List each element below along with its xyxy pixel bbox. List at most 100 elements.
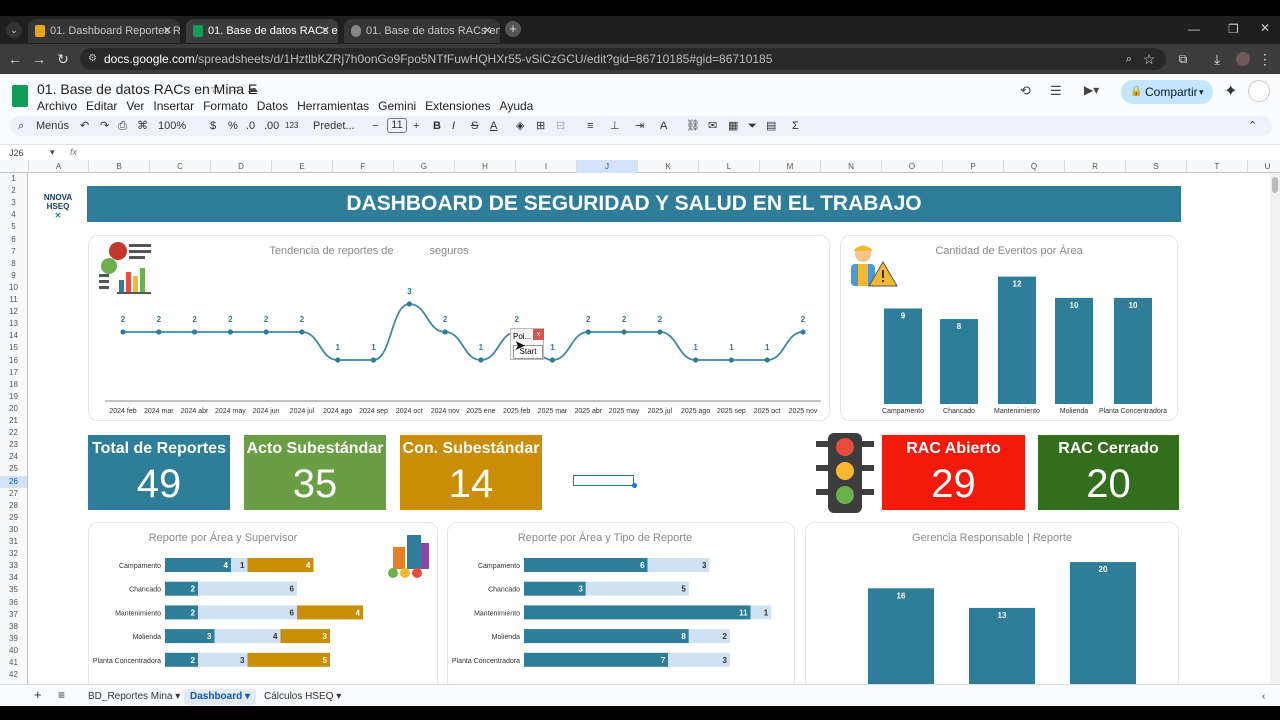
trend-chart-card[interactable]: Tendencia de reportes de seguros 2 2024 fe… <box>88 235 830 421</box>
forward-icon[interactable]: → <box>32 51 46 67</box>
row-header-24[interactable]: 24 <box>9 452 18 462</box>
functions-icon[interactable]: Σ <box>792 120 799 132</box>
chevron-down-icon[interactable]: ▾ <box>1199 87 1204 97</box>
area-supervisor-plot[interactable]: Campamento 4 1 4 Chancado 2 6 Mantenimiento 2 6 4 M… <box>89 523 439 693</box>
row-header-19[interactable]: 19 <box>9 391 18 401</box>
row-header-7[interactable]: 7 <box>11 246 16 256</box>
row-header-26[interactable]: 26 <box>0 475 27 488</box>
new-tab-button[interactable]: + <box>505 21 521 37</box>
italic-icon[interactable]: I <box>452 120 456 132</box>
sheet-grid[interactable]: NNOVA HSEQ ✕ DASHBOARD DE SEGURIDAD Y SA… <box>28 173 1270 693</box>
menu-ayuda[interactable]: Ayuda <box>499 99 534 113</box>
text-color-icon[interactable]: A <box>490 120 498 132</box>
menu-datos[interactable]: Datos <box>256 99 289 113</box>
row-header-13[interactable]: 13 <box>9 319 18 329</box>
menu-extensiones[interactable]: Extensiones <box>425 99 491 113</box>
menu-ver[interactable]: Ver <box>126 99 145 113</box>
resize-handle[interactable] <box>632 483 637 488</box>
row-header-33[interactable]: 33 <box>9 561 18 571</box>
chart-icon[interactable]: ▦ <box>728 120 739 132</box>
fill-color-icon[interactable]: ◈ <box>516 120 525 132</box>
column-header-F[interactable]: F <box>332 160 393 173</box>
column-header-R[interactable]: R <box>1064 160 1125 173</box>
events-by-area-card[interactable]: Cantidad de Eventos por Área 9 Campamento… <box>840 235 1178 421</box>
filter-views-icon[interactable]: ▤ <box>766 120 777 132</box>
row-header-30[interactable]: 30 <box>9 524 18 534</box>
row-header-40[interactable]: 40 <box>9 645 18 655</box>
row-header-3[interactable]: 3 <box>11 198 16 208</box>
row-header-32[interactable]: 32 <box>9 549 18 559</box>
font-select[interactable]: Predet... <box>313 120 355 132</box>
column-header-J[interactable]: J <box>576 160 637 173</box>
menus-search[interactable]: Menús <box>36 120 70 132</box>
column-header-H[interactable]: H <box>454 160 515 173</box>
row-header-20[interactable]: 20 <box>9 403 18 413</box>
events-chart-plot[interactable]: 9 Campamento 8 Chancado 12 Mantenimiento 10 Mol… <box>841 236 1179 422</box>
extensions-icon[interactable]: ⧉ <box>1178 52 1188 66</box>
row-header-35[interactable]: 35 <box>9 585 18 595</box>
row-header-34[interactable]: 34 <box>9 573 18 583</box>
window-close-icon[interactable]: ✕ <box>1260 21 1271 35</box>
trend-chart-plot[interactable]: 2 2024 feb 2 2024 mar 2 2024 abr 2 2024 may 2 202… <box>89 236 831 422</box>
column-header-P[interactable]: P <box>942 160 1003 173</box>
row-header-37[interactable]: 37 <box>9 609 18 619</box>
text-rotation-icon[interactable]: A <box>660 120 668 132</box>
row-header-16[interactable]: 16 <box>9 355 18 365</box>
close-icon[interactable]: ✕ <box>320 25 330 37</box>
print-icon[interactable]: ⎙ <box>118 120 127 132</box>
menu-gemini[interactable]: Gemini <box>378 99 417 113</box>
row-header-2[interactable]: 2 <box>11 186 16 196</box>
close-icon[interactable]: ✕ <box>162 25 172 37</box>
zoom-select[interactable]: 100% <box>158 120 187 132</box>
row-header-9[interactable]: 9 <box>11 270 16 280</box>
align-vertical-icon[interactable]: ⊥ <box>610 120 620 132</box>
link-icon[interactable]: ⛓ <box>686 120 700 132</box>
menu-editar[interactable]: Editar <box>86 99 118 113</box>
borders-icon[interactable]: ⊞ <box>536 120 546 132</box>
merge-cells-icon[interactable]: ⊟ <box>556 120 566 132</box>
scroll-tabs-left-icon[interactable]: ‹ <box>1262 691 1266 702</box>
row-header-5[interactable]: 5 <box>11 222 16 232</box>
increase-decimals-button[interactable]: .00 <box>264 120 280 132</box>
row-header-29[interactable]: 29 <box>9 512 18 522</box>
row-header-27[interactable]: 27 <box>9 488 18 498</box>
column-header-U[interactable]: U <box>1247 160 1280 173</box>
search-menus-icon[interactable]: ⌕ <box>18 120 25 132</box>
wrap-icon[interactable]: ⇥ <box>635 120 645 132</box>
decrease-decimals-button[interactable]: .0 <box>246 120 256 132</box>
row-header-38[interactable]: 38 <box>9 621 18 631</box>
site-info-icon[interactable]: ⚙ <box>88 53 97 64</box>
back-icon[interactable]: ← <box>8 51 22 67</box>
font-size-increase[interactable]: + <box>413 120 420 132</box>
row-header-25[interactable]: 25 <box>9 464 18 474</box>
comments-icon[interactable]: ☰ <box>1050 83 1062 98</box>
reload-icon[interactable]: ↻ <box>57 51 69 67</box>
scroll-thumb[interactable] <box>1272 177 1278 193</box>
row-header-15[interactable]: 15 <box>9 343 18 353</box>
start-button[interactable]: Start <box>513 345 543 359</box>
column-header-N[interactable]: N <box>820 160 881 173</box>
add-sheet-button[interactable]: + <box>34 687 42 702</box>
filter-icon[interactable]: ⏷ <box>748 120 757 132</box>
share-button[interactable]: 🔒 Compartir ▾ <box>1121 80 1213 104</box>
menu-insertar[interactable]: Insertar <box>153 99 195 113</box>
row-header-28[interactable]: 28 <box>9 500 18 510</box>
download-icon[interactable]: ⤓ <box>1213 51 1221 67</box>
column-header-O[interactable]: O <box>881 160 942 173</box>
account-avatar[interactable] <box>1248 80 1270 102</box>
column-header-E[interactable]: E <box>271 160 332 173</box>
restore-icon[interactable]: ❐ <box>1228 22 1239 36</box>
font-size-decrease[interactable]: − <box>372 120 379 132</box>
browser-tab-2-active[interactable]: 01. Base de datos RACs en Mina ✕ <box>186 19 338 43</box>
url-field[interactable]: ⚙ docs.google.com/spreadsheets/d/1HztlbK… <box>80 48 1166 70</box>
column-header-Q[interactable]: Q <box>1003 160 1064 173</box>
browser-tab-3[interactable]: 01. Base de datos RACs en Mina ✕ <box>344 19 500 43</box>
comment-icon[interactable]: ✉ <box>708 120 718 132</box>
currency-button[interactable]: $ <box>210 120 217 132</box>
column-header-A[interactable]: A <box>28 160 88 173</box>
strikethrough-icon[interactable]: S <box>471 120 479 132</box>
row-header-41[interactable]: 41 <box>9 658 18 667</box>
row-header-42[interactable]: 42 <box>9 670 18 680</box>
all-sheets-icon[interactable]: ≡ <box>58 688 66 702</box>
popup-close-button[interactable]: x <box>533 329 544 340</box>
